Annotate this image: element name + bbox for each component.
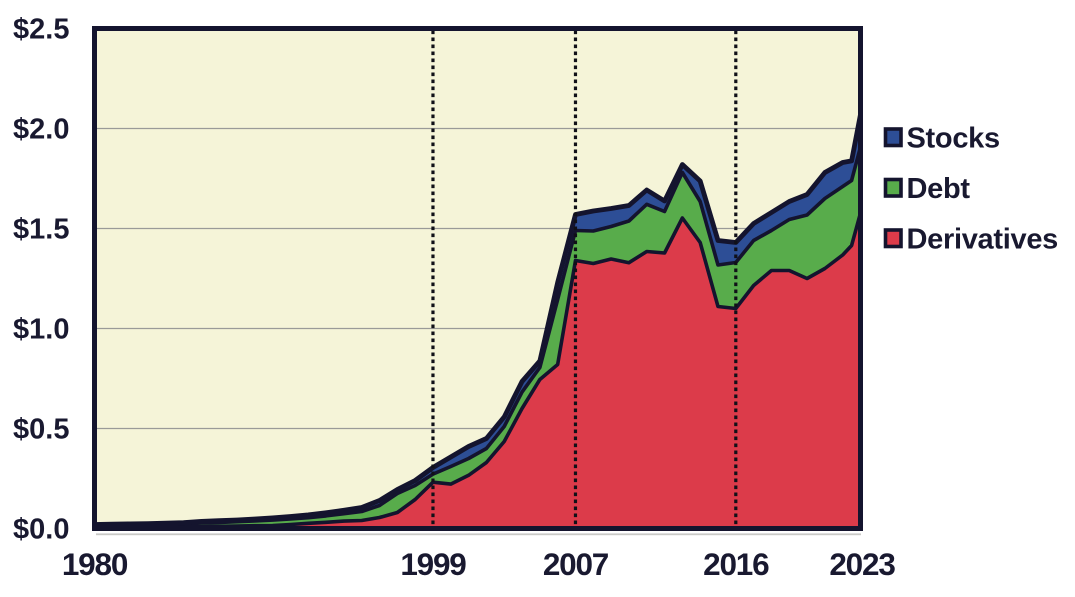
svg-text:$1.5: $1.5 — [13, 214, 69, 246]
svg-text:2023: 2023 — [829, 546, 895, 582]
svg-text:$0.0: $0.0 — [13, 514, 69, 546]
svg-text:Debt: Debt — [907, 173, 971, 205]
svg-text:$2.5: $2.5 — [13, 14, 69, 46]
svg-text:1980: 1980 — [62, 546, 128, 582]
svg-text:Derivatives: Derivatives — [907, 223, 1058, 255]
svg-text:1999: 1999 — [400, 546, 466, 582]
svg-text:$2.0: $2.0 — [13, 114, 69, 146]
svg-text:2007: 2007 — [543, 546, 609, 582]
svg-text:$1.0: $1.0 — [13, 314, 69, 346]
svg-text:2016: 2016 — [703, 546, 769, 582]
svg-text:Stocks: Stocks — [907, 122, 1000, 154]
svg-text:$0.5: $0.5 — [13, 414, 69, 446]
